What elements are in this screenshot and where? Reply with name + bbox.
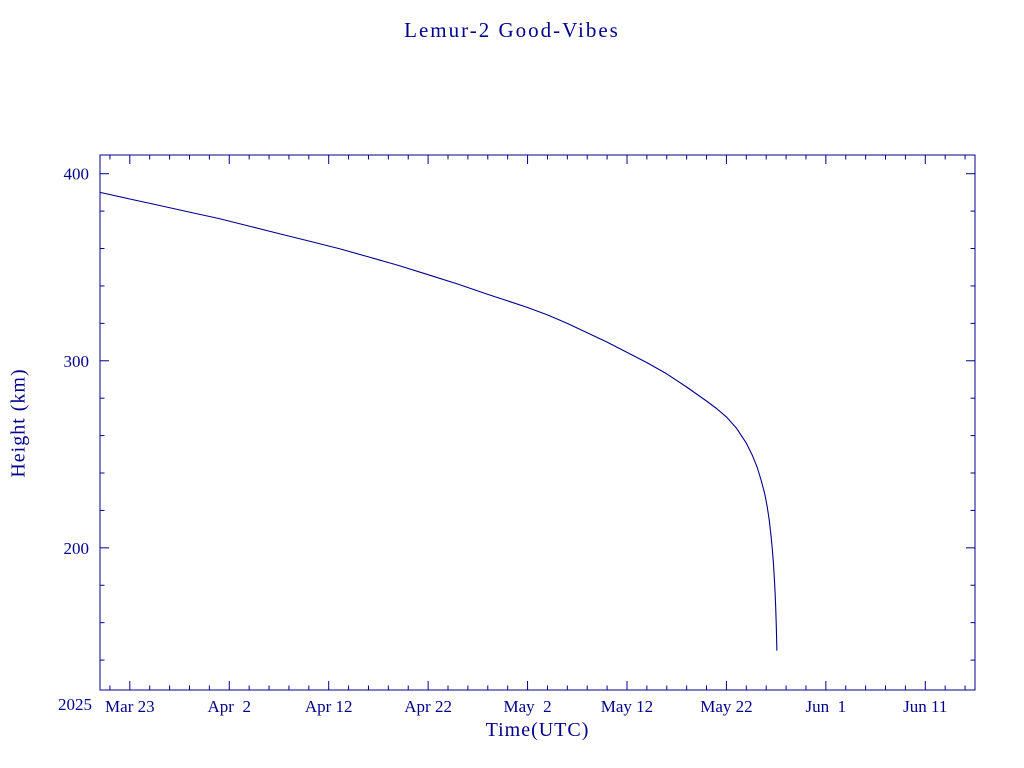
- x-tick-label: Jun 11: [903, 697, 947, 716]
- y-axis-label: Height (km): [7, 368, 30, 478]
- x-tick-label: Mar 23: [105, 697, 155, 716]
- x-tick-label: May 22: [700, 697, 752, 716]
- x-tick-label: Apr 2: [208, 697, 251, 716]
- y-tick-label: 400: [64, 165, 90, 184]
- chart-title: Lemur-2 Good-Vibes: [404, 18, 620, 42]
- x-axis-label: Time(UTC): [485, 719, 590, 741]
- x-tick-label: May 2: [503, 697, 551, 716]
- x-tick-label: May 12: [601, 697, 653, 716]
- decay-curve: [99, 191, 778, 651]
- y-tick-label: 200: [64, 539, 90, 558]
- plot-frame: [99, 154, 976, 691]
- x-tick-label: Apr 22: [404, 697, 452, 716]
- y-tick-label: 300: [64, 352, 90, 371]
- year-label: 2025: [58, 695, 92, 714]
- x-tick-label: Apr 12: [305, 697, 353, 716]
- x-tick-label: Jun 1: [806, 697, 847, 716]
